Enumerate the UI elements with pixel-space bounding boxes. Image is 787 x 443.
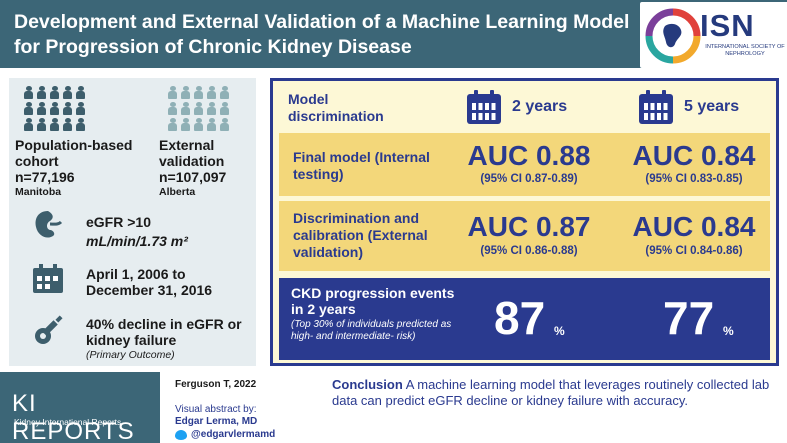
cohort2-n: n=107,097	[159, 169, 227, 185]
conclusion-label: Conclusion	[332, 377, 403, 392]
calendar-icon	[639, 90, 673, 124]
ci-value: (95% CI 0.87-0.89)	[480, 173, 578, 185]
isn-logo-subtitle: INTERNATIONAL SOCIETY OF NEPHROLOGY	[705, 44, 785, 57]
primary-outcome: 40% decline in eGFR or kidney failure	[86, 316, 242, 348]
calendar-icon	[33, 264, 63, 293]
ci-value: (95% CI 0.86-0.88)	[480, 245, 578, 257]
egfr-label: eGFR >10	[86, 214, 151, 230]
page-title: Development and External Validation of a…	[14, 11, 630, 58]
cohort1-place: Manitoba	[15, 186, 62, 198]
year-2-label: 2 years	[512, 98, 568, 115]
percent-sign: %	[723, 324, 734, 338]
cohort2-place: Alberta	[159, 186, 196, 198]
row-final-model: Final model (Internal testing) AUC 0.88 …	[279, 133, 770, 196]
year-5-label: 5 years	[684, 98, 740, 115]
isn-logo-text: ISN	[700, 8, 755, 43]
cohort1-n: n=77,196	[15, 169, 75, 185]
people-group-icon	[167, 86, 230, 131]
people-group-icon	[23, 86, 86, 131]
row-label: Discrimination and calibration (External…	[293, 210, 428, 260]
key-icon	[35, 315, 63, 344]
row-label: Final model (Internal testing)	[293, 149, 430, 182]
cohort2-label: External validation	[159, 137, 225, 169]
twitter-handle[interactable]: @edgarvlermamd	[191, 429, 276, 440]
primary-outcome-note: (Primary Outcome)	[86, 349, 175, 361]
visual-abstract-by: Visual abstract by:	[175, 404, 257, 415]
study-details-panel: Population-based cohort n=77,196 Manitob…	[9, 78, 256, 366]
ci-value: (95% CI 0.84-0.86)	[645, 245, 743, 257]
conclusion-text: A machine learning model that leverages …	[332, 377, 770, 408]
cohort1-label: Population-based cohort	[15, 137, 133, 169]
events-2yr-percent: 87	[494, 292, 546, 344]
kidney-icon	[35, 211, 63, 238]
auc-value: AUC 0.84	[632, 211, 756, 242]
ci-value: (95% CI 0.83-0.85)	[645, 173, 743, 185]
auc-value: AUC 0.88	[467, 140, 591, 171]
ckd-progression-events: CKD progression events in 2 years (Top 3…	[279, 278, 770, 360]
row-external-validation: Discrimination and calibration (External…	[279, 201, 770, 271]
study-dates: April 1, 2006 to December 31, 2016	[86, 266, 213, 298]
ki-reports-logo: KI REPORTS Kidney International Reports	[0, 372, 160, 443]
citation-author: Ferguson T, 2022	[175, 379, 257, 390]
auc-value: AUC 0.84	[632, 140, 756, 171]
brand-name: KI REPORTS	[12, 390, 135, 443]
events-note: (Top 30% of individuals predicted as hig…	[291, 319, 452, 342]
twitter-icon	[175, 430, 187, 440]
events-title: CKD progression events in 2 years	[291, 285, 455, 317]
percent-sign: %	[554, 324, 565, 338]
abstract-author-name: Edgar Lerma, MD	[175, 416, 258, 427]
header-banner: Development and External Validation of a…	[0, 0, 787, 68]
auc-value: AUC 0.87	[467, 211, 591, 242]
credits: Ferguson T, 2022 Visual abstract by: Edg…	[172, 372, 322, 443]
isn-globe-icon	[645, 8, 701, 64]
results-panel: Model discrimination 2 years 5 years Fin…	[270, 78, 779, 366]
footer: KI REPORTS Kidney International Reports …	[0, 372, 787, 443]
events-5yr-percent: 77	[663, 292, 715, 344]
calendar-icon	[467, 90, 501, 124]
brand-subtitle: Kidney International Reports	[14, 417, 122, 427]
egfr-unit: mL/min/1.73 m²	[86, 233, 188, 249]
conclusion: Conclusion A machine learning model that…	[332, 377, 780, 409]
isn-logo: ISN INTERNATIONAL SOCIETY OF NEPHROLOGY	[640, 2, 787, 68]
model-discrimination-label: Model discrimination	[288, 91, 384, 124]
